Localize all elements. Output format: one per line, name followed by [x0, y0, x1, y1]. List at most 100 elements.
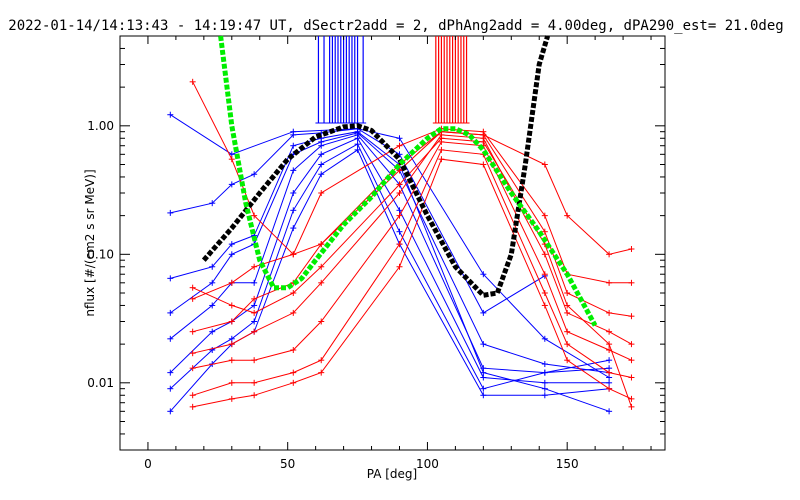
red-data-point	[396, 263, 403, 270]
blue-data-point	[209, 347, 216, 354]
red-data-point	[438, 156, 445, 163]
blue-data-point	[480, 271, 487, 278]
blue-data-point	[167, 309, 174, 316]
red-data-point	[251, 212, 258, 219]
blue-data-point	[228, 181, 235, 188]
blue-data-point	[606, 357, 613, 364]
x-tick-label: 0	[144, 457, 152, 471]
green-model-curve	[218, 35, 598, 327]
blue-data-point	[480, 374, 487, 381]
blue-data-point	[290, 225, 297, 232]
y-axis: 0.01 0.10 1.00	[87, 35, 665, 451]
red-data-point	[628, 395, 635, 402]
red-series-line	[192, 141, 632, 369]
x-tick-label: 50	[280, 457, 295, 471]
blue-data-point	[541, 335, 548, 342]
red-data-point	[189, 365, 196, 372]
red-data-point	[628, 341, 635, 348]
red-data-point	[228, 279, 235, 286]
blue-data-point	[167, 369, 174, 376]
red-data-point	[189, 392, 196, 399]
red-data-point	[290, 309, 297, 316]
red-data-point	[228, 302, 235, 309]
vertical-marks	[315, 36, 470, 124]
red-data-point	[606, 328, 613, 335]
blue-data-point	[209, 263, 216, 270]
red-data-point	[438, 135, 445, 142]
red-data-point	[318, 241, 325, 248]
red-data-point	[318, 190, 325, 197]
blue-data-point	[541, 392, 548, 399]
red-data-point	[318, 263, 325, 270]
red-series-line	[192, 128, 632, 300]
blue-data-point	[480, 309, 487, 316]
blue-data-point	[354, 135, 361, 142]
red-data-point	[606, 279, 613, 286]
blue-series-line	[170, 128, 610, 378]
red-series-line	[192, 158, 632, 408]
blue-data-point	[167, 209, 174, 216]
red-data-point	[396, 212, 403, 219]
blue-data-point	[606, 408, 613, 415]
red-data-point	[318, 279, 325, 286]
blue-data-point	[354, 146, 361, 153]
plot-area: 0 50 100 150 0.01 0.10 1.00	[87, 35, 666, 471]
x-axis: 0 50 100 150	[144, 36, 652, 471]
red-data-point	[189, 284, 196, 291]
red-data-point	[606, 341, 613, 348]
red-data-point	[251, 263, 258, 270]
red-data-point	[541, 271, 548, 278]
red-data-point	[251, 392, 258, 399]
red-data-point	[318, 357, 325, 364]
red-data-point	[628, 374, 635, 381]
red-data-point	[606, 309, 613, 316]
red-data-point	[290, 289, 297, 296]
blue-data-point	[396, 207, 403, 214]
blue-data-point	[480, 392, 487, 399]
red-data-point	[541, 228, 548, 235]
blue-data-point	[480, 385, 487, 392]
red-data-point	[396, 190, 403, 197]
blue-data-point	[480, 341, 487, 348]
y-tick-label: 1.00	[87, 119, 114, 133]
blue-data-point	[606, 379, 613, 386]
blue-data-point	[290, 128, 297, 135]
blue-data-point	[318, 161, 325, 168]
red-data-point	[189, 350, 196, 357]
plot-frame	[119, 35, 666, 451]
blue-data-point	[228, 335, 235, 342]
blue-data-point	[480, 365, 487, 372]
blue-data-point	[209, 302, 216, 309]
blue-data-point	[290, 142, 297, 149]
red-data-point	[396, 241, 403, 248]
red-data-point	[480, 161, 487, 168]
red-data-point	[251, 357, 258, 364]
red-data-point	[189, 403, 196, 410]
red-data-point	[228, 395, 235, 402]
red-data-point	[438, 146, 445, 153]
red-data-point	[564, 357, 571, 364]
chart-title: 2022-01-14/14:13:43 - 14:19:47 UT, dSect…	[8, 18, 783, 34]
blue-data-point	[251, 302, 258, 309]
blue-data-point	[541, 385, 548, 392]
red-data-point	[228, 357, 235, 364]
red-data-point	[396, 142, 403, 149]
red-data-point	[228, 156, 235, 163]
red-data-point	[318, 369, 325, 376]
blue-data-point	[251, 279, 258, 286]
red-data-point	[628, 313, 635, 320]
red-data-point	[189, 295, 196, 302]
red-data-point	[564, 289, 571, 296]
red-data-point	[628, 403, 635, 410]
red-data-point	[541, 251, 548, 258]
blue-data-point	[318, 171, 325, 178]
y-tick-label: 0.01	[87, 376, 114, 390]
blue-data-point	[251, 318, 258, 325]
red-data-point	[564, 309, 571, 316]
blue-series-line	[169, 143, 610, 390]
red-data-point	[541, 289, 548, 296]
red-data-point	[228, 318, 235, 325]
red-data-point	[290, 369, 297, 376]
red-data-point	[251, 309, 258, 316]
